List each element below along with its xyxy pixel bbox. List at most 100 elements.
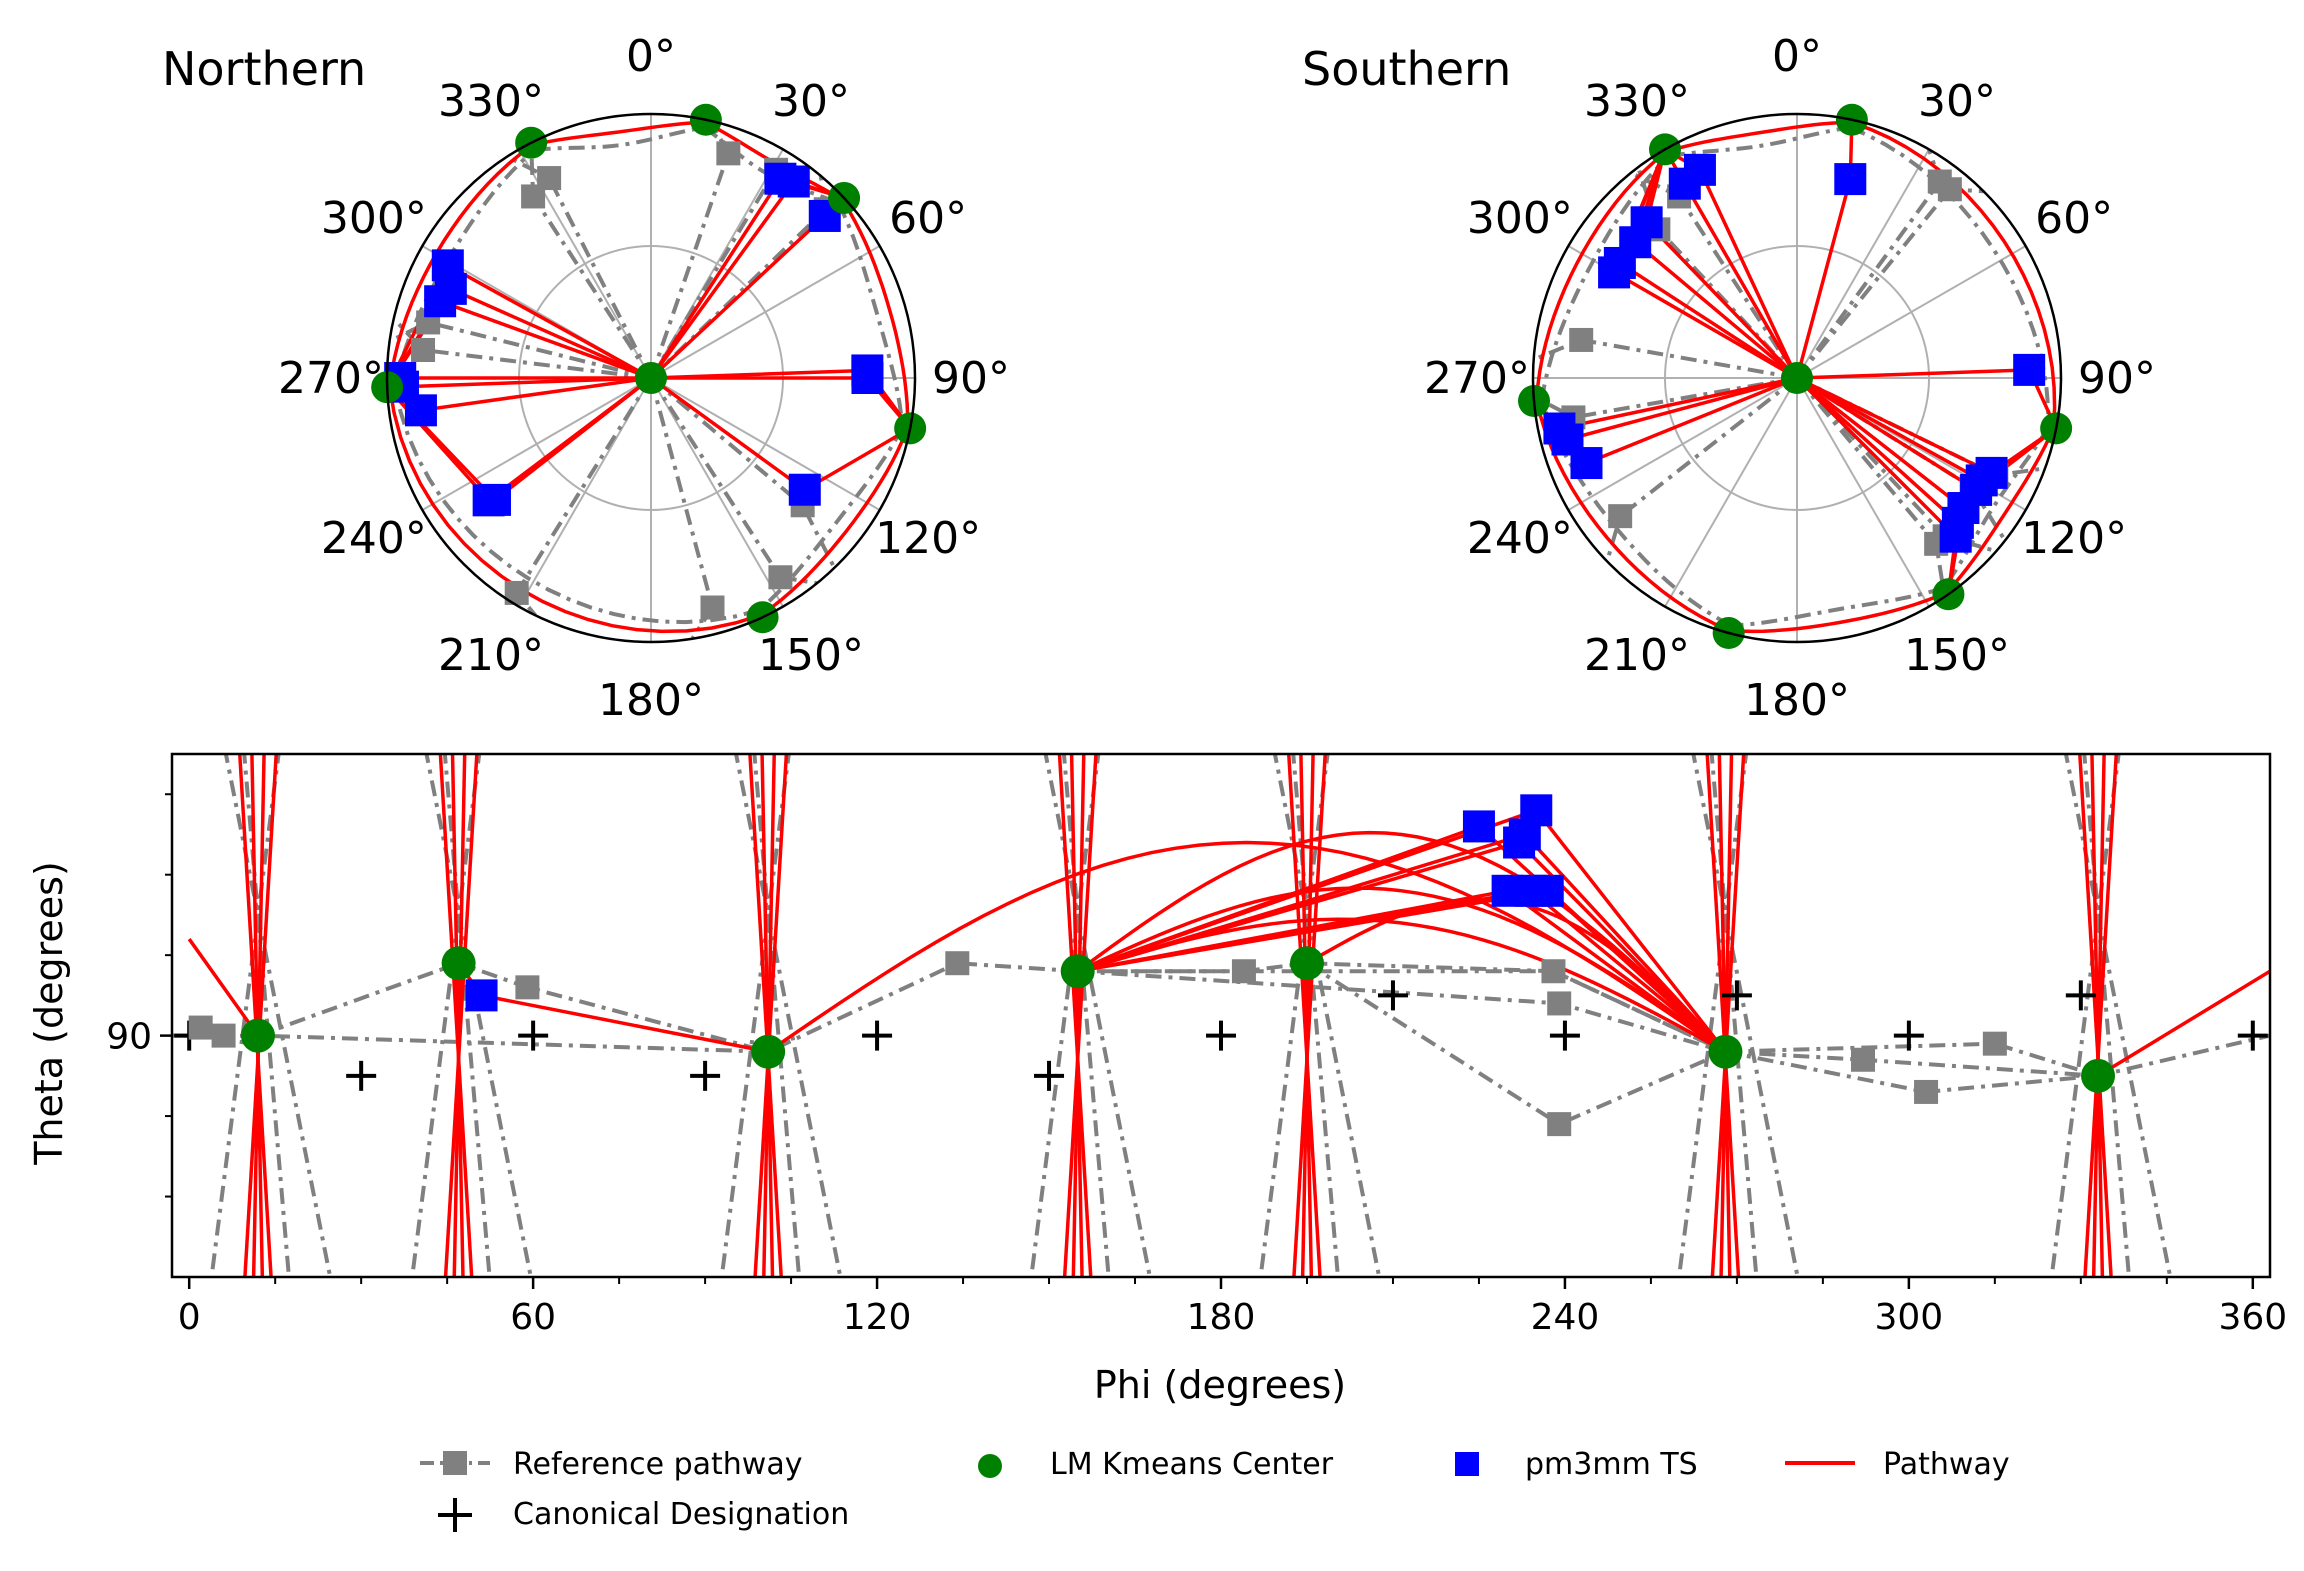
canonical-marker	[690, 1060, 721, 1091]
polar-angle-tick-label: 30°	[1918, 76, 1996, 127]
polar-frame	[1531, 112, 2063, 644]
polar-frame	[385, 112, 917, 644]
ts-point-marker	[1630, 206, 1663, 239]
x-axis-label: Phi (degrees)	[1094, 1363, 1346, 1407]
lm-center-marker	[2081, 1058, 2116, 1093]
polar-grid-spoke	[650, 245, 881, 379]
x-tick-label: 60	[510, 1297, 556, 1338]
polar-plot-southern: Southern 0° 30° 60° 90° 120° 150° 180° 210° 240°…	[1302, 31, 2156, 726]
polar-grid-spoke	[1796, 148, 1930, 379]
reference-point-marker	[1914, 1079, 1939, 1104]
pathway-line	[1062, 754, 1098, 1277]
pathway-line	[243, 754, 278, 1277]
polar-angle-tick-label: 180°	[1744, 675, 1850, 726]
pathway-arc	[1850, 120, 2057, 428]
reference-pathway-arc	[836, 202, 905, 428]
canonical-marker	[1721, 980, 1752, 1011]
ts-point-marker	[1939, 520, 1972, 553]
reference-point-marker	[1851, 1047, 1876, 1072]
pathway-arc	[531, 120, 706, 147]
polar-angle-tick-label: 60°	[2035, 193, 2113, 244]
ts-point-marker	[431, 249, 464, 282]
reference-pathway-arc	[1668, 125, 1851, 159]
x-tick-label: 360	[2218, 1297, 2287, 1338]
canonical-marker	[346, 1060, 377, 1091]
reference-pathway-line	[424, 754, 533, 1277]
legend-item-canonical: Canonical Designation	[438, 1497, 849, 1532]
polar-angle-tick-label: 330°	[1584, 76, 1690, 127]
reference-point-marker	[1569, 327, 1594, 352]
reference-point-marker	[411, 338, 436, 363]
legend-item-center: LM Kmeans Center	[978, 1447, 1334, 1482]
pathway-line	[1710, 754, 1746, 1277]
reference-pathway-line	[2063, 754, 2173, 1277]
polar-grid-spoke	[1796, 245, 2027, 379]
canonical-marker	[1206, 1020, 1236, 1051]
pathway-line	[753, 754, 789, 1277]
polar-angle-tick-label: 0°	[626, 31, 676, 82]
ts-point-marker	[851, 362, 884, 394]
canonical-marker	[1549, 1020, 1580, 1051]
polar-angle-tick-label: 120°	[875, 513, 981, 564]
y-axis-label: Theta (degrees)	[27, 861, 71, 1166]
polar-angle-tick-label: 330°	[438, 76, 544, 127]
pathway-line	[443, 754, 479, 1277]
polar-grid-spoke	[650, 377, 784, 608]
polar-angle-tick-label: 90°	[932, 353, 1010, 404]
polar-angle-tick-label: 270°	[1424, 353, 1530, 404]
polar-angle-tick-label: 150°	[758, 630, 864, 681]
lm-center-marker	[240, 1018, 275, 1053]
polar-angle-tick-label: 210°	[1584, 630, 1690, 681]
polar-angle-tick-label: 210°	[438, 630, 544, 681]
reference-point-marker	[188, 1015, 213, 1040]
polar-angle-tick-label: 0°	[1772, 31, 1822, 82]
polar-grid-spoke	[1796, 377, 1930, 608]
pathway-line	[2097, 969, 2270, 1078]
cartesian-plot: Phi (degrees) Theta (degrees) 0 60 120 180 2…	[27, 752, 2287, 1407]
legend-label-center: LM Kmeans Center	[1050, 1447, 1334, 1482]
reference-pathway-line	[223, 754, 333, 1277]
reference-pathway-line	[1691, 754, 1800, 1277]
reference-pathway-line	[734, 754, 843, 1277]
reference-point-marker	[716, 141, 741, 166]
legend-label-canonical: Canonical Designation	[513, 1497, 849, 1532]
lm-center-marker	[1289, 946, 1324, 981]
polar-angle-tick-label: 30°	[772, 76, 850, 127]
reference-pathway-line	[1305, 961, 1727, 1127]
reference-pathway-arc	[757, 425, 905, 612]
pathway-line	[187, 938, 260, 1037]
reference-pathway-line	[506, 154, 653, 379]
x-tick-label: 240	[1531, 1297, 1600, 1338]
reference-pathway-line	[1725, 1041, 2099, 1078]
canonical-marker	[2065, 980, 2096, 1011]
x-tick-label: 300	[1875, 1297, 1944, 1338]
polar-grid-spoke	[1664, 377, 1798, 608]
canonical-marker	[2237, 1020, 2268, 1051]
reference-point-marker	[1937, 177, 1962, 202]
reference-pathway-arc	[1730, 585, 1945, 628]
polar-angle-tick-label: 240°	[1467, 513, 1573, 564]
reference-point-marker	[1547, 1112, 1572, 1137]
ts-point-marker	[472, 484, 505, 517]
polar-angle-tick-label: 90°	[2078, 353, 2156, 404]
lm-center-marker	[441, 946, 476, 981]
y-tick-label: 90	[106, 1017, 152, 1058]
reference-pathway-line	[1636, 166, 1799, 380]
legend-label-reference: Reference pathway	[513, 1447, 802, 1482]
reference-point-marker	[1982, 1031, 2007, 1056]
x-tick-label: 0	[178, 1297, 201, 1338]
legend: Reference pathway LM Kmeans Center pm3mm…	[420, 1447, 2010, 1532]
pathway-arc	[1076, 886, 1727, 1054]
polar-grid-spoke	[650, 377, 881, 511]
pathway-line	[2083, 754, 2119, 1277]
reference-point-marker	[537, 166, 562, 191]
ts-point-marker	[2013, 353, 2046, 386]
reference-pathway-line	[1077, 969, 1727, 1054]
polar-grid-spoke	[1567, 377, 1798, 511]
ts-point-marker	[788, 473, 821, 506]
polar-angle-tick-label: 150°	[1904, 630, 2010, 681]
ts-point-marker	[1683, 153, 1716, 186]
reference-point-marker	[1231, 959, 1256, 984]
pathway-arc	[1729, 590, 1948, 634]
